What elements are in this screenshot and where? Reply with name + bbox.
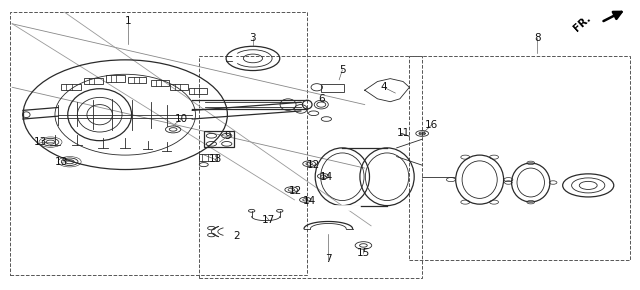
Text: 8: 8 <box>534 33 540 43</box>
Text: 2: 2 <box>234 231 240 241</box>
Bar <box>170 84 188 90</box>
Bar <box>84 78 103 84</box>
Text: 13: 13 <box>55 157 68 167</box>
Text: 15: 15 <box>357 248 370 258</box>
Text: 1: 1 <box>125 16 132 26</box>
Text: 14: 14 <box>320 172 333 182</box>
Text: 17: 17 <box>262 215 276 225</box>
Text: 5: 5 <box>339 65 346 75</box>
Text: 14: 14 <box>303 196 316 206</box>
Bar <box>204 131 234 147</box>
Bar <box>151 80 169 86</box>
Text: 16: 16 <box>425 120 438 130</box>
Text: 9: 9 <box>224 131 230 141</box>
Text: 6: 6 <box>318 94 324 104</box>
Bar <box>321 84 344 93</box>
Text: 3: 3 <box>250 33 256 43</box>
Bar <box>410 55 630 260</box>
Text: 18: 18 <box>209 155 222 164</box>
Text: 4: 4 <box>381 82 387 92</box>
Text: 10: 10 <box>175 114 188 124</box>
Bar <box>198 55 422 278</box>
Text: FR.: FR. <box>572 14 593 34</box>
Bar <box>61 84 81 90</box>
Bar <box>106 75 125 81</box>
Bar <box>10 12 307 275</box>
Text: 12: 12 <box>289 186 302 196</box>
Text: 12: 12 <box>307 160 320 170</box>
Text: 7: 7 <box>325 254 332 264</box>
Text: 13: 13 <box>34 137 47 147</box>
Bar <box>129 77 147 83</box>
Bar <box>189 88 207 94</box>
Bar <box>198 154 216 161</box>
Text: 11: 11 <box>396 128 410 138</box>
